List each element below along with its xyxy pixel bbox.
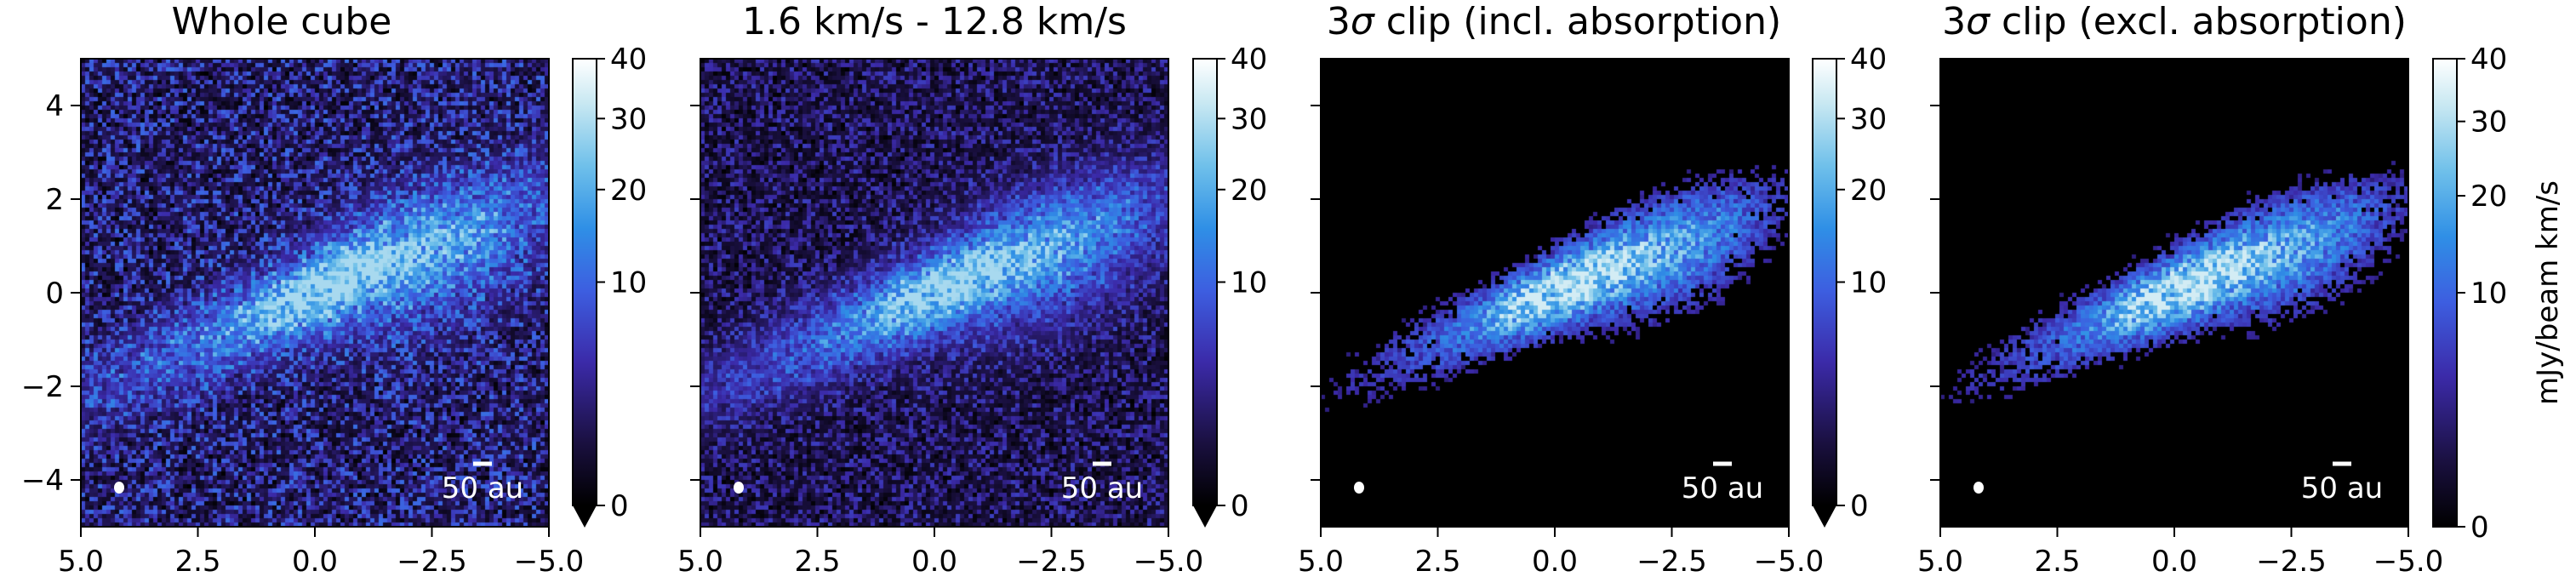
colorbar-tick-label: 30 bbox=[610, 102, 647, 136]
colorbar-tick-label: 10 bbox=[2470, 277, 2507, 311]
colorbar-tick-label: 30 bbox=[2470, 106, 2507, 140]
panel-3: 3σ clip (incl. absorption) 50 au 5.0 2.5 0… bbox=[1298, 0, 1887, 579]
scale-bar-label: 50 au bbox=[1061, 471, 1143, 505]
beam-marker bbox=[1973, 482, 1984, 494]
y-tick-label: 4 bbox=[45, 89, 64, 123]
colorbar-extend-min bbox=[1813, 505, 1836, 528]
colorbar: 0 10 20 30 40 bbox=[1192, 43, 1267, 528]
panel-title: 1.6 km/s - 12.8 km/s bbox=[742, 0, 1127, 43]
x-tick-label: 0.0 bbox=[911, 545, 957, 579]
title-number: 3 bbox=[1327, 0, 1351, 43]
beam-marker bbox=[734, 482, 744, 494]
colorbar-extend-min bbox=[1193, 505, 1217, 528]
colorbar-gradient bbox=[573, 59, 597, 505]
scale-bar: 50 au bbox=[442, 461, 523, 505]
x-tick-label: 0.0 bbox=[2151, 545, 2197, 579]
colorbar: 0 10 20 30 40 mJy/beam km/s bbox=[2432, 43, 2565, 545]
x-tick-label: 2.5 bbox=[1414, 545, 1460, 579]
x-tick-label: −5.0 bbox=[514, 545, 585, 579]
colorbar-tick-label: 40 bbox=[610, 43, 647, 77]
scale-bar-label: 50 au bbox=[1682, 471, 1763, 505]
x-tick-label: 0.0 bbox=[292, 545, 338, 579]
x-tick-label: 2.5 bbox=[2034, 545, 2080, 579]
colorbar-tick-label: 0 bbox=[610, 489, 629, 523]
colorbar-tick-label: 40 bbox=[1850, 43, 1887, 77]
x-tick-label: 0.0 bbox=[1532, 545, 1578, 579]
title-sigma: σ bbox=[1351, 0, 1375, 43]
colorbar-tick-label: 30 bbox=[1231, 102, 1267, 136]
heatmap-image bbox=[81, 59, 549, 527]
x-tick-label: −2.5 bbox=[397, 545, 467, 579]
y-tick-label: −4 bbox=[21, 464, 64, 498]
scale-bar: 50 au bbox=[1061, 461, 1143, 505]
x-tick-label: −5.0 bbox=[2373, 545, 2444, 579]
colorbar-gradient bbox=[2433, 59, 2457, 527]
x-tick-label: 5.0 bbox=[1917, 545, 1963, 579]
colorbar-tick-label: 10 bbox=[610, 266, 647, 300]
panel-2: 1.6 km/s - 12.8 km/s 50 au 5.0 2.5 0.0 −2.5… bbox=[677, 0, 1267, 579]
colorbar-tick-label: 30 bbox=[1850, 102, 1887, 136]
colorbar: 0 10 20 30 40 bbox=[572, 43, 647, 528]
colorbar-tick-label: 40 bbox=[1231, 43, 1267, 77]
colorbar: 0 10 20 30 40 bbox=[1812, 43, 1887, 528]
colorbar-label: mJy/beam km/s bbox=[2531, 180, 2565, 405]
colorbar-tick-label: 0 bbox=[2470, 511, 2489, 545]
panel-4: 3σ clip (excl. absorption) 50 au 5.0 2.5 0… bbox=[1917, 0, 2565, 579]
colorbar-tick-label: 20 bbox=[1231, 174, 1267, 208]
heatmap-image bbox=[1940, 59, 2408, 527]
scale-bar: 50 au bbox=[2301, 461, 2383, 505]
colorbar-tick-label: 20 bbox=[2470, 180, 2507, 214]
colorbar-tick-label: 40 bbox=[2470, 43, 2507, 77]
y-tick-label: 2 bbox=[45, 183, 64, 217]
panel-1: Whole cube 50 au 5.0 2.5 0.0 −2.5 −5.0 420−2… bbox=[21, 0, 647, 579]
x-tick-label: 5.0 bbox=[1298, 545, 1344, 579]
panel-title: Whole cube bbox=[172, 0, 392, 43]
panel-title: 3σ clip (incl. absorption) bbox=[1327, 0, 1781, 43]
scale-bar: 50 au bbox=[1682, 461, 1763, 505]
scale-bar-label: 50 au bbox=[2301, 471, 2383, 505]
heatmap-image bbox=[700, 59, 1168, 527]
colorbar-tick-label: 10 bbox=[1231, 266, 1267, 300]
y-tick-label: −2 bbox=[21, 370, 64, 404]
colorbar-tick-label: 0 bbox=[1850, 489, 1869, 523]
x-tick-label: −2.5 bbox=[2256, 545, 2327, 579]
panel-title: 3σ clip (excl. absorption) bbox=[1942, 0, 2407, 43]
x-tick-label: −2.5 bbox=[1636, 545, 1707, 579]
scale-bar-label: 50 au bbox=[442, 471, 523, 505]
colorbar-tick-label: 10 bbox=[1850, 266, 1887, 300]
x-tick-label: −5.0 bbox=[1134, 545, 1204, 579]
x-tick-label: 2.5 bbox=[794, 545, 840, 579]
colorbar-gradient bbox=[1813, 59, 1836, 505]
beam-marker bbox=[114, 482, 124, 494]
colorbar-tick-label: 20 bbox=[610, 174, 647, 208]
title-number: 3 bbox=[1942, 0, 1966, 43]
x-tick-label: 5.0 bbox=[58, 545, 104, 579]
x-tick-label: −2.5 bbox=[1016, 545, 1087, 579]
colorbar-gradient bbox=[1193, 59, 1217, 505]
colorbar-extend-min bbox=[573, 505, 597, 528]
title-text: clip (incl. absorption) bbox=[1374, 0, 1781, 43]
title-text: clip (excl. absorption) bbox=[1990, 0, 2407, 43]
x-tick-label: −5.0 bbox=[1754, 545, 1825, 579]
colorbar-tick-label: 0 bbox=[1231, 489, 1249, 523]
y-tick-label: 0 bbox=[45, 277, 64, 311]
heatmap-image bbox=[1321, 59, 1789, 527]
x-tick-label: 5.0 bbox=[677, 545, 723, 579]
beam-marker bbox=[1354, 482, 1364, 494]
title-sigma: σ bbox=[1966, 0, 1991, 43]
colorbar-tick-label: 20 bbox=[1850, 174, 1887, 208]
x-tick-label: 2.5 bbox=[174, 545, 220, 579]
